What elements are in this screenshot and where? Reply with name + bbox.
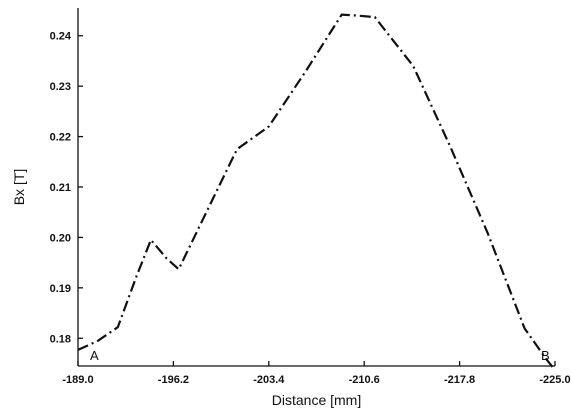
y-tick-label: 0.20 <box>50 232 71 244</box>
x-tick-label: -203.4 <box>253 374 285 386</box>
y-tick-label: 0.23 <box>50 81 71 93</box>
series-group <box>77 13 555 370</box>
y-tick-label: 0.22 <box>50 132 71 144</box>
y-axis-ticks: 0.18 0.19 0.20 0.21 0.22 0.23 0.24 <box>50 31 83 345</box>
x-axis-title: Distance [mm] <box>272 392 361 408</box>
y-tick-label: 0.21 <box>50 182 71 194</box>
point-label-b: B <box>541 348 550 363</box>
y-tick-label: 0.18 <box>50 333 71 345</box>
series-line <box>77 13 555 370</box>
point-label-a: A <box>90 348 99 363</box>
x-tick-label: -210.6 <box>349 374 380 386</box>
y-tick-label: 0.24 <box>50 31 72 43</box>
x-tick-label: -217.8 <box>444 374 475 386</box>
x-tick-label: -225.0 <box>539 374 570 386</box>
x-tick-label: -189.0 <box>62 374 93 386</box>
x-tick-label: -196.2 <box>158 374 189 386</box>
y-tick-label: 0.19 <box>50 283 71 295</box>
plot-area: -189.0 -196.2 -203.4 -210.6 -217.8 -225.0 0.1… <box>50 8 571 386</box>
y-axis-title: Bx [T] <box>11 169 27 206</box>
x-axis-ticks: -189.0 -196.2 -203.4 -210.6 -217.8 -225.0 <box>62 361 571 386</box>
